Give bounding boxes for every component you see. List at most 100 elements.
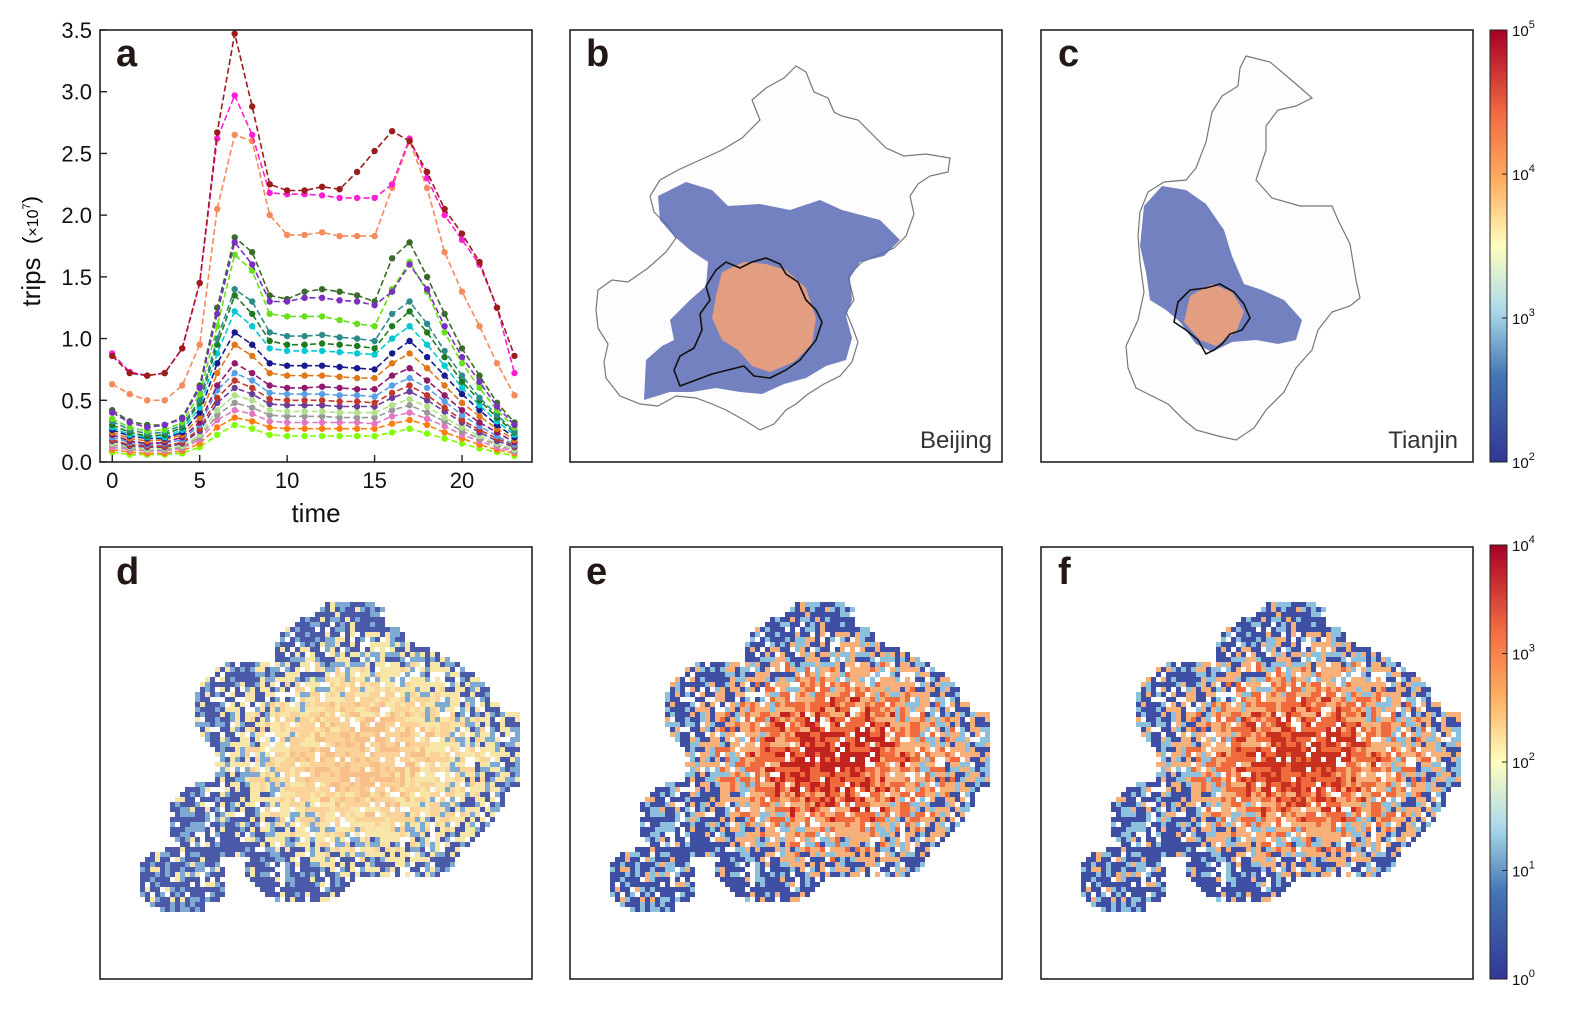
grid-cell <box>355 617 360 622</box>
grid-cell <box>200 807 205 812</box>
series-point <box>441 429 448 436</box>
series-point <box>214 360 221 367</box>
grid-cell <box>175 882 180 887</box>
grid-cell <box>690 777 695 782</box>
grid-cell <box>450 857 455 862</box>
grid-cell <box>935 677 940 682</box>
grid-cell <box>295 687 300 692</box>
series-point <box>283 362 291 369</box>
grid-cell <box>195 842 200 847</box>
grid-cell <box>325 887 330 892</box>
grid-cell <box>195 792 200 797</box>
grid-cell <box>870 647 875 652</box>
grid-cell <box>770 782 775 787</box>
grid-cell <box>410 687 415 692</box>
grid-cell <box>370 602 375 607</box>
grid-cell <box>845 672 850 677</box>
grid-cell <box>210 857 215 862</box>
grid-cell <box>935 702 940 707</box>
grid-cell <box>840 752 845 757</box>
series-point <box>353 292 361 299</box>
grid-cell <box>835 657 840 662</box>
grid-cell <box>335 607 340 612</box>
grid-cell <box>245 757 250 762</box>
grid-cell <box>895 697 900 702</box>
grid-cell <box>320 822 325 827</box>
grid-cell <box>450 847 455 852</box>
grid-cell <box>225 767 230 772</box>
series-point <box>441 329 448 336</box>
grid-cell <box>750 687 755 692</box>
grid-cell <box>935 777 940 782</box>
grid-cell <box>245 867 250 872</box>
grid-cell <box>380 722 385 727</box>
grid-cell <box>315 672 320 677</box>
grid-cell <box>265 877 270 882</box>
grid-cell <box>430 707 435 712</box>
grid-cell <box>205 797 210 802</box>
grid-cell <box>800 742 805 747</box>
grid-cell <box>805 707 810 712</box>
grid-cell <box>485 812 490 817</box>
grid-cell <box>175 862 180 867</box>
grid-cell <box>240 712 245 717</box>
grid-cell <box>380 702 385 707</box>
grid-cell <box>710 762 715 767</box>
grid-cell <box>515 757 520 762</box>
grid-cell <box>880 782 885 787</box>
series-point <box>371 366 378 373</box>
grid-cell <box>795 727 800 732</box>
grid-cell <box>775 787 780 792</box>
grid-cell <box>850 722 855 727</box>
grid-cell <box>380 797 385 802</box>
grid-cell <box>950 782 955 787</box>
grid-cell <box>400 777 405 782</box>
grid-cell <box>255 877 260 882</box>
grid-cell <box>820 737 825 742</box>
grid-cell <box>345 642 350 647</box>
grid-cell <box>285 782 290 787</box>
grid-cell <box>460 832 465 837</box>
grid-cell <box>155 902 160 907</box>
series-point <box>353 194 361 202</box>
grid-cell <box>280 857 285 862</box>
grid-cell <box>330 862 335 867</box>
grid-cell <box>825 717 830 722</box>
grid-cell <box>800 657 805 662</box>
grid-cell <box>420 827 425 832</box>
grid-cell <box>895 742 900 747</box>
grid-cell <box>720 692 725 697</box>
grid-cell <box>275 862 280 867</box>
grid-cell <box>360 612 365 617</box>
grid-cell <box>275 687 280 692</box>
grid-cell <box>835 722 840 727</box>
grid-cell <box>810 627 815 632</box>
grid-cell <box>820 692 825 697</box>
grid-cell <box>430 702 435 707</box>
grid-cell <box>920 677 925 682</box>
grid-cell <box>705 777 710 782</box>
grid-cell <box>860 697 865 702</box>
series-point <box>458 399 466 406</box>
grid-cell <box>320 762 325 767</box>
grid-cell <box>910 682 915 687</box>
grid-cell <box>340 862 345 867</box>
grid-cell <box>425 787 430 792</box>
grid-cell <box>790 772 795 777</box>
grid-cell <box>335 837 340 842</box>
grid-cell <box>285 862 290 867</box>
grid-cell <box>330 617 335 622</box>
grid-cell <box>335 772 340 777</box>
grid-cell <box>315 872 320 877</box>
grid-cell <box>415 852 420 857</box>
grid-cell <box>890 752 895 757</box>
grid-cell <box>985 767 990 772</box>
grid-cell <box>355 687 360 692</box>
grid-cell <box>395 832 400 837</box>
grid-cell <box>845 607 850 612</box>
grid-cell <box>775 707 780 712</box>
grid-cell <box>845 622 850 627</box>
grid-cell <box>315 787 320 792</box>
grid-cell <box>890 647 895 652</box>
grid-cell <box>945 732 950 737</box>
